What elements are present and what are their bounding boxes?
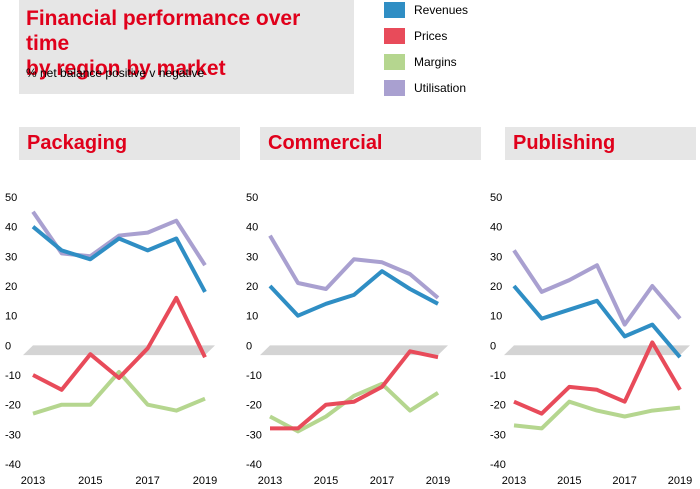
legend-swatch-utilisation xyxy=(384,80,405,96)
y-tick-packaging: 30 xyxy=(5,251,17,263)
y-tick-publishing: -10 xyxy=(490,370,506,382)
y-tick-packaging: 20 xyxy=(5,281,17,293)
title-box xyxy=(19,0,354,94)
series-line-utilisation-publishing xyxy=(512,249,682,327)
legend-label-margins: Margins xyxy=(414,55,457,69)
y-tick-publishing: -30 xyxy=(490,429,506,441)
series-line-revenues-packaging xyxy=(31,225,207,293)
y-tick-packaging: -30 xyxy=(5,429,21,441)
x-tick-packaging: 2019 xyxy=(193,475,217,487)
legend-item-margins: Margins xyxy=(384,54,584,74)
x-tick-publishing: 2017 xyxy=(612,475,636,487)
y-tick-packaging: -20 xyxy=(5,400,21,412)
y-tick-commercial: 0 xyxy=(246,340,252,352)
legend-item-prices: Prices xyxy=(384,28,584,48)
y-tick-packaging: -40 xyxy=(5,459,21,471)
legend-label-utilisation: Utilisation xyxy=(414,81,467,95)
y-tick-publishing: 20 xyxy=(490,281,502,293)
series-line-prices-packaging xyxy=(32,295,207,392)
y-tick-publishing: 0 xyxy=(490,340,496,352)
panel-title-publishing: Publishing xyxy=(513,132,616,154)
legend-swatch-revenues xyxy=(384,2,405,18)
x-tick-publishing: 2019 xyxy=(668,475,692,487)
legend-label-prices: Prices xyxy=(414,29,448,43)
series-line-utilisation-packaging xyxy=(31,210,207,267)
chart-subtitle: % net balance positive v negative xyxy=(26,66,205,80)
series-line-margins-publishing xyxy=(513,399,681,431)
panel-title-commercial: Commercial xyxy=(268,132,383,154)
chart-title: Financial performance over time by regio… xyxy=(26,6,346,81)
series-line-revenues-commercial xyxy=(268,269,439,318)
y-tick-publishing: -20 xyxy=(490,400,506,412)
x-tick-publishing: 2015 xyxy=(557,475,581,487)
y-tick-publishing: 50 xyxy=(490,192,502,204)
panel-header-commercial: Commercial xyxy=(260,127,481,160)
y-tick-publishing: 40 xyxy=(490,222,502,234)
series-line-prices-commercial xyxy=(270,349,439,431)
series-line-margins-packaging xyxy=(32,370,206,416)
y-tick-commercial: -30 xyxy=(246,429,262,441)
y-tick-commercial: -20 xyxy=(246,400,262,412)
series-line-revenues-publishing xyxy=(512,284,682,359)
panel-title-packaging: Packaging xyxy=(27,132,128,154)
zero-band-publishing xyxy=(504,345,690,356)
series-line-margins-commercial xyxy=(269,381,440,434)
legend-label-revenues: Revenues xyxy=(414,3,469,17)
x-tick-packaging: 2017 xyxy=(135,475,159,487)
y-tick-commercial: 20 xyxy=(246,281,258,293)
title-line-2: by region by market xyxy=(26,57,226,80)
panel-header-packaging: Packaging xyxy=(19,127,240,160)
y-tick-commercial: 50 xyxy=(246,192,258,204)
x-tick-packaging: 2013 xyxy=(21,475,45,487)
legend-swatch-prices xyxy=(384,28,405,44)
panel-header-publishing: Publishing xyxy=(505,127,696,160)
zero-band-commercial xyxy=(260,345,448,356)
y-tick-packaging: -10 xyxy=(5,370,21,382)
x-tick-commercial: 2013 xyxy=(258,475,282,487)
y-tick-commercial: 10 xyxy=(246,311,258,323)
x-tick-packaging: 2015 xyxy=(78,475,102,487)
y-tick-packaging: 0 xyxy=(5,340,11,352)
y-tick-publishing: 10 xyxy=(490,311,502,323)
x-tick-publishing: 2013 xyxy=(502,475,526,487)
y-tick-packaging: 40 xyxy=(5,222,17,234)
y-tick-commercial: 40 xyxy=(246,222,258,234)
y-tick-commercial: -40 xyxy=(246,459,262,471)
y-tick-publishing: 30 xyxy=(490,251,502,263)
y-tick-commercial: -10 xyxy=(246,370,262,382)
x-tick-commercial: 2019 xyxy=(426,475,450,487)
legend-item-revenues: Revenues xyxy=(384,2,584,22)
series-line-prices-publishing xyxy=(513,340,682,416)
zero-band-packaging xyxy=(23,345,215,356)
y-tick-packaging: 10 xyxy=(5,311,17,323)
series-line-utilisation-commercial xyxy=(268,234,440,300)
x-tick-commercial: 2017 xyxy=(370,475,394,487)
x-tick-commercial: 2015 xyxy=(314,475,338,487)
y-tick-commercial: 30 xyxy=(246,251,258,263)
y-tick-packaging: 50 xyxy=(5,192,17,204)
legend-item-utilisation: Utilisation xyxy=(384,80,584,100)
legend-swatch-margins xyxy=(384,54,405,70)
y-tick-publishing: -40 xyxy=(490,459,506,471)
title-line-1: Financial performance over time xyxy=(26,7,301,55)
